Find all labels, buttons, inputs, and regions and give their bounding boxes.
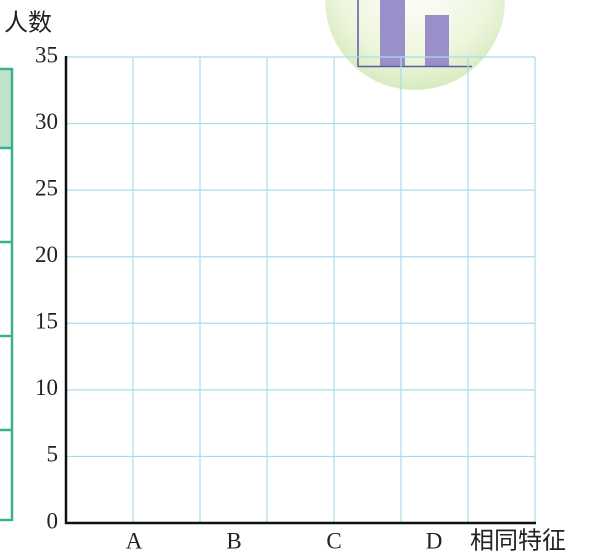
x-axis-label: 相同特征: [470, 528, 566, 555]
x-tick-label: B: [226, 528, 241, 553]
y-tick-label: 35: [35, 42, 58, 67]
x-tick-label: C: [326, 528, 341, 553]
decoration-icon: [325, 0, 505, 90]
y-tick-label: 5: [47, 442, 59, 467]
grid: [66, 56, 536, 524]
y-tick-label: 15: [35, 309, 58, 334]
decoration-table-edge: [0, 67, 14, 522]
y-tick-label: 0: [47, 508, 59, 533]
y-tick-label: 10: [35, 375, 58, 400]
y-tick-label: 25: [35, 175, 58, 200]
x-tick-label: D: [426, 528, 443, 553]
y-tick-label: 30: [35, 109, 58, 134]
y-tick-label: 20: [35, 242, 58, 267]
x-tick-label: A: [126, 528, 143, 553]
y-axis-label: 人数: [4, 10, 52, 37]
